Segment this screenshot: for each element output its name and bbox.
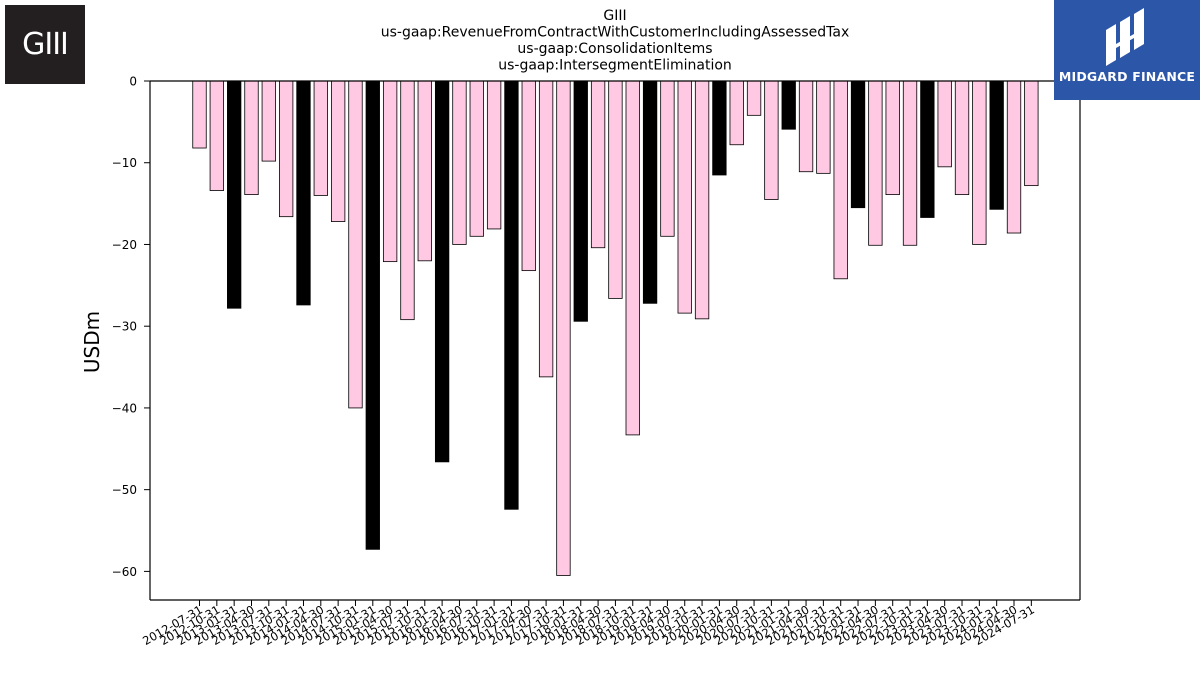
- bar: [417, 80, 432, 262]
- bar: [573, 80, 588, 322]
- bar: [937, 80, 952, 168]
- y-tick-label: −40: [112, 401, 137, 415]
- bar: [365, 80, 380, 550]
- bar: [538, 80, 554, 378]
- bar: [348, 80, 363, 409]
- y-tick-label: −50: [112, 483, 137, 497]
- bar: [798, 80, 814, 173]
- bar: [1006, 80, 1022, 234]
- chart-title-line: us-gaap:RevenueFromContractWithCustomerI…: [381, 25, 850, 41]
- bar: [521, 80, 536, 272]
- bar: [850, 80, 866, 209]
- y-tick-label: −10: [112, 156, 137, 170]
- bar: [972, 80, 987, 245]
- bar: [694, 80, 710, 320]
- bar: [296, 80, 311, 306]
- bar: [833, 80, 848, 280]
- bar: [781, 80, 796, 130]
- chart-title-line: GIII: [603, 8, 626, 24]
- bar: [261, 80, 276, 162]
- bar: [608, 80, 623, 299]
- bar: [227, 80, 242, 309]
- midgard-finance-text: MIDGARD FINANCE: [1058, 69, 1196, 84]
- bar: [382, 80, 398, 263]
- bar: [764, 80, 779, 200]
- x-axis-ticks: 2012-07-312012-10-312013-01-312013-04-30…: [140, 600, 1037, 648]
- bar: [556, 80, 571, 576]
- y-tick-label: 0: [129, 75, 137, 89]
- bar: [920, 80, 935, 218]
- bar: [400, 80, 415, 321]
- y-axis-label: USDm: [80, 311, 104, 373]
- bar: [590, 80, 606, 249]
- giii-logo: GIII: [5, 5, 85, 84]
- bar: [746, 80, 762, 116]
- chart-bars: [192, 80, 1039, 576]
- y-axis-ticks: 0 −10 −20 −30 −40 −50 −60: [112, 75, 150, 579]
- bar: [209, 80, 224, 191]
- bar: [989, 80, 1004, 210]
- bar: [729, 80, 744, 146]
- y-tick-label: −30: [112, 320, 137, 334]
- bar: [469, 80, 484, 237]
- bar: [868, 80, 883, 246]
- bar: [313, 80, 328, 196]
- midgard-finance-logo: MIDGARD FINANCE: [1054, 0, 1200, 100]
- chart-title: GIIIus-gaap:RevenueFromContractWithCusto…: [381, 8, 850, 74]
- bar: [278, 80, 294, 218]
- bar: [712, 80, 727, 176]
- bar: [625, 80, 640, 436]
- giii-logo-text: GIII: [22, 27, 69, 62]
- bar: [486, 80, 502, 230]
- bar: [954, 80, 970, 196]
- bar: [244, 80, 259, 196]
- bar: [642, 80, 658, 304]
- bar: [330, 80, 346, 222]
- y-tick-label: −20: [112, 238, 137, 252]
- chart-title-line: us-gaap:ConsolidationItems: [517, 41, 712, 57]
- bar: [816, 80, 831, 174]
- bar: [434, 80, 450, 463]
- bar: [504, 80, 519, 510]
- bar: [192, 80, 207, 149]
- chart-axes: [149, 80, 1081, 601]
- bar: [677, 80, 692, 314]
- chart-title-line: us-gaap:IntersegmentElimination: [498, 58, 732, 74]
- bar: [660, 80, 675, 237]
- bar: [885, 80, 900, 196]
- y-tick-label: −60: [112, 565, 137, 579]
- bar: [1024, 80, 1039, 187]
- bar: [902, 80, 918, 246]
- midgard-emblem-icon: [1106, 8, 1144, 66]
- bar: [452, 80, 467, 245]
